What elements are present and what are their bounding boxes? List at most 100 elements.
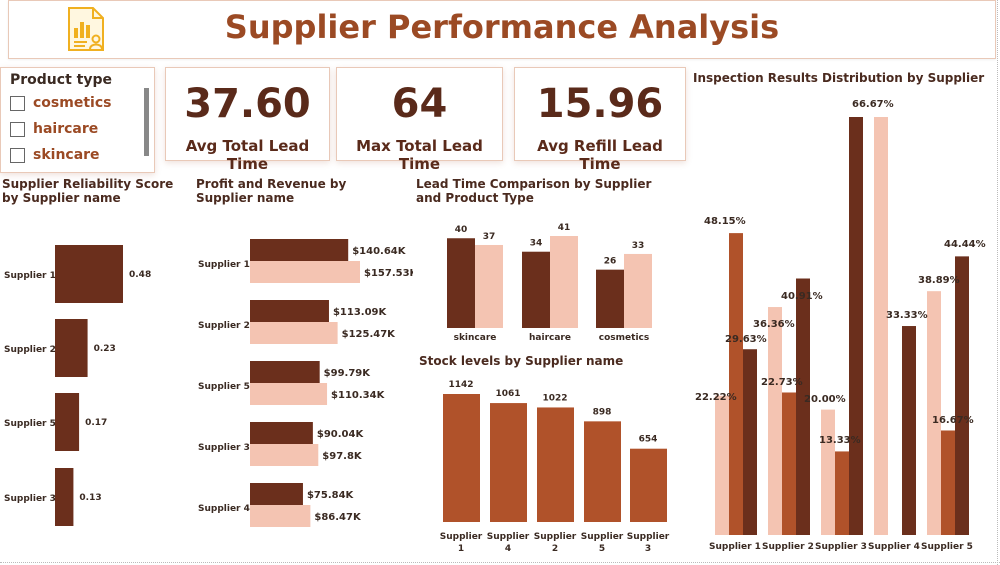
slicer-scrollbar[interactable] (144, 88, 149, 156)
bar (624, 253, 652, 328)
category-label: Supplier 1 (4, 271, 56, 281)
reliability-chart: Supplier 1 0.48 Supplier 2 0.23 Supplier 5 0.… (4, 245, 151, 526)
kpi-label: Avg Refill Lead Time (537, 137, 663, 173)
profit-revenue-chart: Supplier 1 $140.64K $157.53K Supplier 2 $113… (198, 239, 413, 527)
bar-revenue (250, 383, 328, 405)
bar (55, 245, 123, 303)
kpi-avg-total-lead-time: 37.60 Avg Total Lead Time (165, 67, 330, 173)
slicer-item-label: haircare (33, 121, 99, 137)
kpi-label: Max Total Lead Time (356, 137, 483, 173)
data-label: 33.33% (886, 310, 928, 321)
canvas-border (0, 562, 1000, 563)
category-label: Supplier 3 (4, 494, 56, 504)
data-label: 0.23 (94, 344, 116, 354)
profit-chart-title: Profit and Revenue by Supplier name (196, 177, 347, 205)
data-label: 1061 (495, 389, 520, 399)
bar (447, 238, 475, 328)
bar (849, 117, 863, 535)
bar (821, 409, 835, 535)
bar-revenue (250, 444, 319, 466)
category-label: Supplier 2 (4, 345, 56, 355)
category-label: cosmetics (599, 333, 649, 343)
bar (902, 326, 916, 535)
category-label-line: Supplier (627, 532, 670, 542)
kpi-value: 64 (391, 81, 448, 127)
bar-profit (250, 239, 349, 261)
kpi-avg-refill-lead-time: 15.96 Avg Refill Lead Time (514, 67, 686, 173)
checkbox-icon[interactable] (10, 121, 25, 137)
reliability-chart-title: Supplier Reliability Score by Supplier n… (2, 177, 174, 205)
data-label: $99.79K (324, 368, 372, 379)
kpi-label: Avg Total Lead Time (185, 137, 310, 173)
category-label: Supplier 4 (198, 504, 250, 514)
bar (55, 468, 74, 526)
data-label: 1142 (448, 380, 473, 390)
data-label: 44.44% (944, 239, 986, 250)
category-label: Supplier 3 (815, 542, 867, 552)
bar-profit (250, 422, 313, 444)
bar (596, 269, 624, 328)
category-label: Supplier 5 (921, 542, 973, 552)
category-label-line: Supplier (581, 532, 624, 542)
data-label: 33 (632, 241, 645, 251)
category-label: skincare (454, 333, 497, 343)
bar-profit (250, 361, 320, 383)
data-label: $113.09K (333, 307, 388, 318)
data-label: $140.64K (352, 246, 407, 257)
data-label: 13.33% (819, 435, 861, 446)
category-label: Supplier 1 (198, 260, 250, 270)
data-label: 34 (530, 239, 543, 249)
canvas-border (997, 0, 998, 565)
data-label: 898 (593, 407, 612, 417)
data-label: 36.36% (753, 319, 795, 330)
kpi-value: 15.96 (536, 81, 664, 127)
bar (522, 251, 550, 328)
data-label: $86.47K (314, 512, 362, 523)
category-label: haircare (529, 333, 571, 343)
category-label-line: 3 (645, 544, 651, 554)
data-label: 16.67% (932, 415, 974, 426)
data-label: $110.34K (331, 390, 386, 401)
bar (782, 392, 796, 535)
category-label-line: Supplier (487, 532, 530, 542)
bar (550, 236, 578, 328)
bar (835, 451, 849, 535)
data-label: 654 (639, 435, 658, 445)
bar (941, 430, 955, 535)
category-label-line: Supplier (534, 532, 577, 542)
bar (584, 421, 621, 522)
data-label: $157.53K (364, 268, 413, 279)
data-label: $75.84K (307, 490, 355, 501)
slicer-item-cosmetics[interactable]: cosmetics (10, 95, 111, 111)
category-label-line: Supplier (440, 532, 483, 542)
checkbox-icon[interactable] (10, 147, 25, 163)
data-label: $90.04K (317, 429, 365, 440)
bar (874, 117, 888, 535)
slicer-item-haircare[interactable]: haircare (10, 121, 98, 137)
lead-time-chart: 40 37 skincare 34 41 haircare 26 33 cosmetics (447, 223, 652, 343)
kpi-max-total-lead-time: 64 Max Total Lead Time (336, 67, 503, 173)
bar (768, 307, 782, 535)
data-label: 66.67% (852, 99, 894, 110)
bar-revenue (250, 322, 338, 344)
slicer-title: Product type (10, 72, 112, 88)
category-label: Supplier 2 (762, 542, 814, 552)
bar-revenue (250, 505, 311, 527)
data-label: 38.89% (918, 275, 960, 286)
data-label: 22.22% (695, 392, 737, 403)
category-label: Supplier 3 (198, 443, 250, 453)
category-label-line: 1 (458, 544, 464, 554)
slicer-item-skincare[interactable]: skincare (10, 147, 100, 163)
category-label-line: 4 (505, 544, 511, 554)
kpi-value: 37.60 (184, 81, 311, 127)
bar (955, 256, 969, 535)
data-label: $125.47K (342, 329, 397, 340)
bar (630, 448, 667, 522)
bar-profit (250, 300, 329, 322)
category-label: Supplier 2 (198, 321, 250, 331)
bar-revenue (250, 261, 360, 283)
data-label: 40.91% (781, 291, 823, 302)
bar (475, 244, 503, 328)
checkbox-icon[interactable] (10, 95, 25, 111)
category-label: Supplier 1 (709, 542, 761, 552)
